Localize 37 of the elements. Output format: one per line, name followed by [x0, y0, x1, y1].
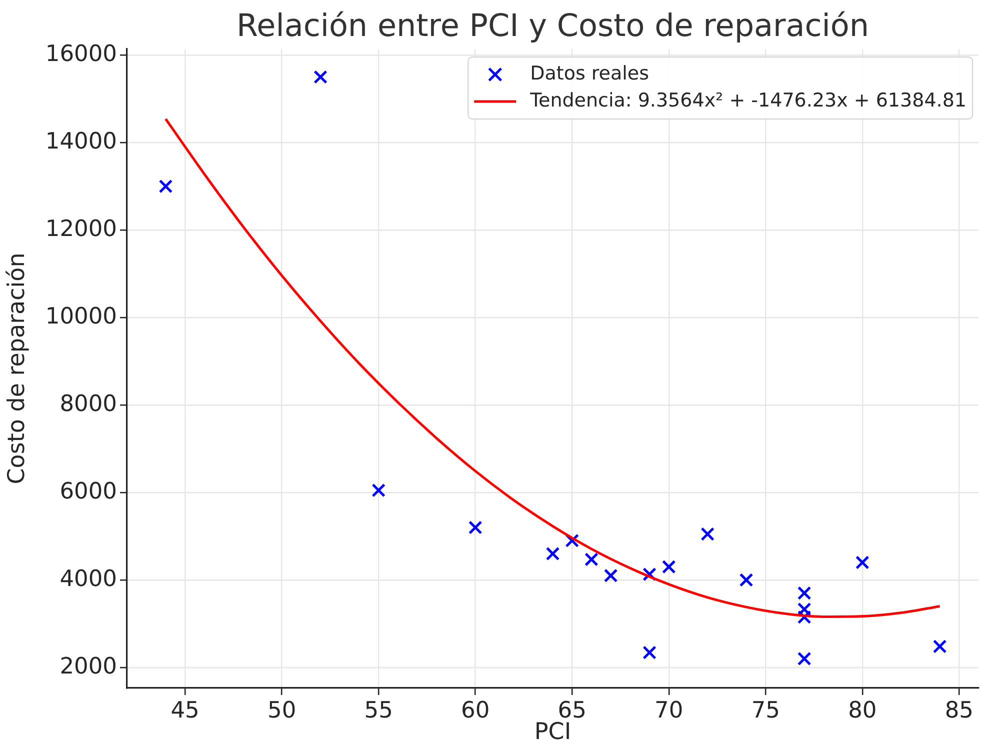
y-tick-label: 14000: [45, 128, 117, 154]
x-axis-title: PCI: [534, 719, 572, 746]
legend-label: Tendencia: 9.3564x² + -1476.23x + 61384.81: [529, 89, 967, 112]
point: [314, 70, 328, 84]
point: [797, 652, 812, 666]
y-axis-title: Costo de reparación: [4, 252, 30, 484]
point: [642, 646, 656, 660]
x-tick-label: 60: [461, 697, 490, 724]
y-tick-label: 16000: [45, 40, 117, 67]
x-tick-label: 85: [944, 697, 974, 724]
line-series: [164, 118, 942, 618]
point: [158, 179, 173, 194]
point: [372, 483, 386, 498]
y-tick-label: 4000: [60, 566, 117, 592]
y-tick-label: 10000: [45, 303, 117, 330]
legend-label: Datos reales: [530, 62, 650, 84]
point: [604, 568, 618, 583]
point: [700, 527, 714, 541]
point: [584, 552, 598, 566]
point: [739, 573, 754, 587]
chart-title: Relación entre PCI y Costo de reparación: [236, 8, 870, 44]
point: [855, 556, 870, 570]
x-tick-label: 75: [751, 697, 780, 724]
x-tick-label: 50: [268, 697, 296, 724]
y-tick-label: 8000: [60, 390, 117, 417]
y-tick-label: 6000: [60, 478, 117, 504]
point: [468, 520, 482, 534]
point: [932, 640, 947, 654]
x-tick-label: 70: [654, 697, 684, 724]
y-tick-label: 12000: [45, 216, 117, 242]
x-tick-label: 45: [170, 697, 200, 724]
y-tick-label: 2000: [60, 653, 117, 680]
x-tick-label: 55: [364, 697, 393, 724]
point: [797, 586, 812, 600]
point: [662, 560, 676, 574]
x-tick-label: 80: [848, 697, 877, 724]
point: [546, 546, 560, 561]
